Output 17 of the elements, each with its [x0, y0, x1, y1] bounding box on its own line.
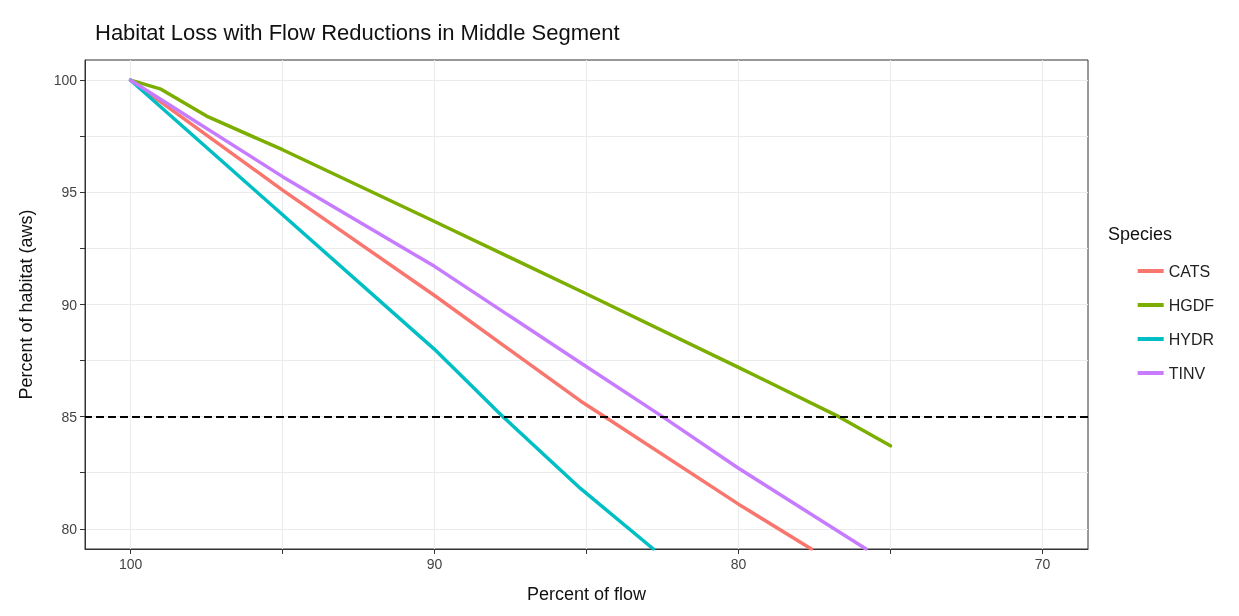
x-tick-label: 100: [118, 556, 143, 572]
y-axis-title: Percent of habitat (aws): [16, 209, 36, 400]
legend-title: Species: [1107, 224, 1173, 244]
y-tick-label: 80: [61, 520, 78, 537]
chart-title: Habitat Loss with Flow Reductions in Middle Segment: [95, 19, 620, 45]
legend-label: HGDF: [1168, 296, 1215, 314]
y-tick-label: 95: [61, 184, 78, 201]
x-axis-title: Percent of flow: [526, 584, 648, 604]
x-tick-label: 80: [730, 556, 747, 572]
y-tick-label: 100: [53, 72, 78, 89]
x-tick-label: 70: [1034, 556, 1051, 572]
legend-label: CATS: [1168, 262, 1211, 280]
y-tick-label: 90: [61, 296, 78, 313]
legend-label: TINV: [1168, 364, 1206, 382]
y-tick-label: 85: [61, 408, 78, 425]
x-tick-label: 90: [426, 556, 443, 572]
legend-label: HYDR: [1168, 330, 1215, 348]
